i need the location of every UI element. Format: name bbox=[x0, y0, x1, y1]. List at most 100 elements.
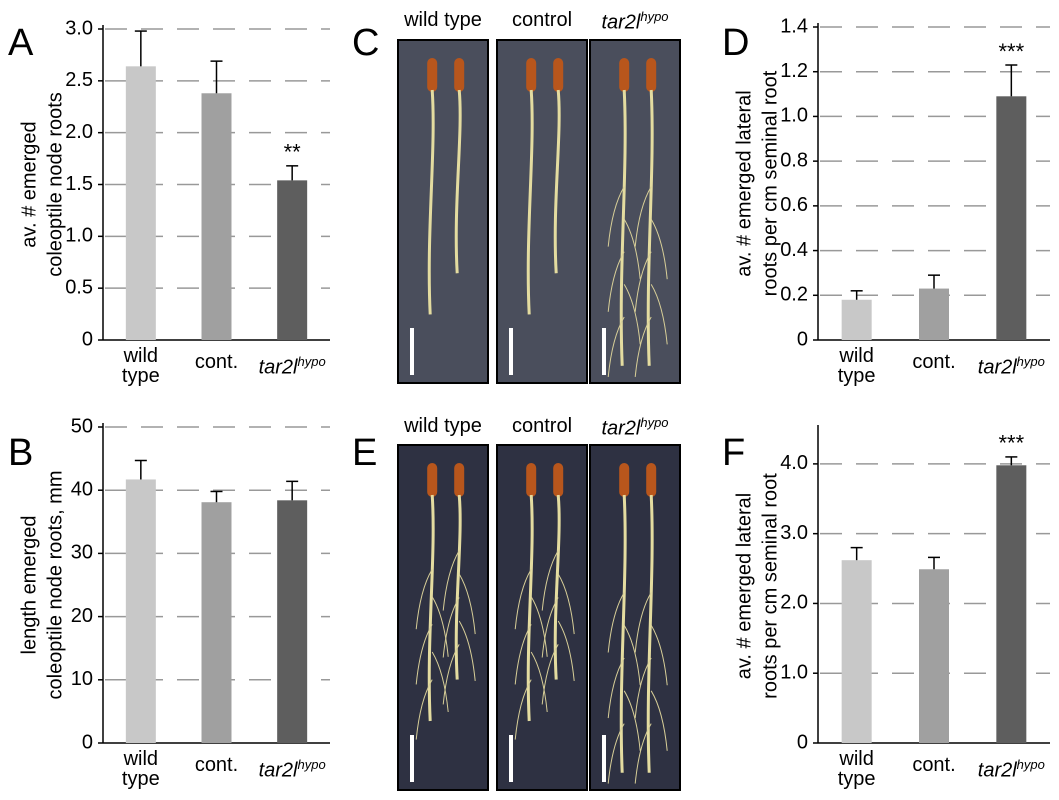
seed bbox=[619, 463, 630, 497]
root bbox=[526, 494, 534, 722]
x-tick-text: tar2l bbox=[977, 759, 1017, 782]
y-tick-label: 4.0 bbox=[780, 452, 808, 474]
x-tick-label: cont. bbox=[889, 755, 979, 775]
lateral-root bbox=[442, 550, 460, 611]
lateral-root bbox=[458, 573, 476, 635]
x-tick-label: cont. bbox=[172, 755, 262, 775]
column-label: control bbox=[492, 415, 592, 438]
seed bbox=[454, 463, 465, 497]
bar bbox=[201, 502, 232, 743]
y-tick-label: 1.0 bbox=[780, 662, 808, 684]
column-text: wild type bbox=[404, 415, 482, 437]
seed bbox=[646, 58, 657, 92]
bar bbox=[201, 93, 232, 340]
significance: *** bbox=[998, 39, 1024, 64]
x-tick-label: wild type bbox=[116, 749, 166, 789]
lateral-root bbox=[530, 596, 548, 657]
column-label: control bbox=[492, 9, 592, 32]
lateral-root bbox=[650, 218, 668, 280]
lateral-root bbox=[514, 624, 532, 685]
lateral-root bbox=[415, 624, 433, 685]
seed bbox=[646, 463, 657, 497]
y-tick-label: 30 bbox=[71, 542, 93, 564]
lateral-root bbox=[442, 597, 460, 658]
x-tick-superscript: hypo bbox=[297, 757, 326, 772]
lateral-root bbox=[634, 186, 652, 247]
lateral-root bbox=[541, 597, 559, 658]
lateral-root bbox=[634, 723, 652, 784]
bar bbox=[841, 299, 872, 340]
y-tick-label: 1.5 bbox=[65, 173, 93, 195]
x-tick-label: wild type bbox=[116, 346, 166, 386]
significance: ** bbox=[284, 140, 302, 165]
y-tick-label: 0.8 bbox=[780, 149, 808, 171]
bar bbox=[277, 180, 308, 340]
column-label: tar2lhypo bbox=[585, 9, 685, 35]
y-tick-label: 1.0 bbox=[780, 105, 808, 127]
root bbox=[553, 89, 561, 274]
lateral-root bbox=[607, 251, 625, 312]
column-text: tar2l bbox=[601, 417, 641, 440]
y-axis-label: length emerged bbox=[18, 516, 40, 655]
lateral-root bbox=[650, 625, 668, 686]
column-label: tar2lhypo bbox=[585, 415, 685, 441]
panel-label: E bbox=[352, 432, 377, 474]
lateral-root bbox=[607, 186, 625, 247]
y-tick-label: 1.0 bbox=[65, 225, 93, 247]
lateral-root bbox=[623, 284, 641, 345]
bar bbox=[996, 465, 1027, 743]
lateral-root bbox=[607, 316, 625, 378]
lateral-root bbox=[415, 679, 433, 740]
lateral-root bbox=[607, 723, 625, 784]
column-superscript: hypo bbox=[640, 415, 669, 430]
column-label: wild type bbox=[393, 9, 493, 32]
x-tick-label: wild type bbox=[832, 346, 882, 386]
root bbox=[646, 494, 654, 773]
column-text: wild type bbox=[404, 9, 482, 31]
x-tick-text: tar2l bbox=[977, 356, 1017, 379]
y-tick-label: 10 bbox=[71, 668, 93, 690]
lateral-root bbox=[607, 657, 625, 719]
lateral-root bbox=[634, 316, 652, 378]
x-tick-label: tar2lhypo bbox=[966, 352, 1056, 378]
x-tick-text: wild type bbox=[837, 748, 876, 790]
lateral-root bbox=[431, 651, 449, 713]
x-tick-label: wild type bbox=[832, 749, 882, 789]
y-tick-label: 0.2 bbox=[780, 284, 808, 306]
seed bbox=[553, 463, 564, 497]
lateral-root bbox=[623, 690, 641, 751]
x-tick-label: tar2lhypo bbox=[966, 755, 1056, 781]
seed bbox=[553, 58, 564, 92]
panel-label: B bbox=[8, 432, 33, 474]
y-tick-label: 40 bbox=[71, 478, 93, 500]
bar bbox=[277, 500, 308, 743]
column-superscript: hypo bbox=[640, 9, 669, 24]
x-tick-superscript: hypo bbox=[1016, 757, 1045, 772]
lateral-root bbox=[623, 625, 641, 686]
seed bbox=[526, 58, 537, 92]
x-tick-text: tar2l bbox=[258, 356, 298, 379]
y-tick-label: 0 bbox=[82, 328, 93, 350]
y-tick-label: 20 bbox=[71, 605, 93, 627]
bar bbox=[841, 560, 872, 743]
photo bbox=[496, 39, 588, 384]
y-axis-label: roots per cm seminal root bbox=[759, 473, 781, 699]
y-axis-label: coleoptile node roots bbox=[44, 92, 66, 277]
x-tick-text: cont. bbox=[194, 754, 239, 776]
seed bbox=[427, 58, 438, 92]
lateral-root bbox=[634, 251, 652, 312]
y-axis-label: coleoptile node roots, mm bbox=[44, 470, 66, 699]
x-tick-text: wild type bbox=[121, 748, 160, 790]
y-axis-label: av. # emerged bbox=[18, 121, 40, 247]
panel-label: D bbox=[722, 22, 749, 64]
root bbox=[427, 494, 435, 722]
root bbox=[427, 89, 435, 315]
y-tick-label: 1.2 bbox=[780, 60, 808, 82]
bar bbox=[125, 66, 156, 340]
bar bbox=[919, 569, 949, 743]
root bbox=[553, 494, 561, 680]
lateral-root bbox=[607, 592, 625, 653]
lateral-root bbox=[541, 644, 559, 705]
lateral-root bbox=[442, 644, 460, 705]
lateral-root bbox=[623, 218, 641, 280]
